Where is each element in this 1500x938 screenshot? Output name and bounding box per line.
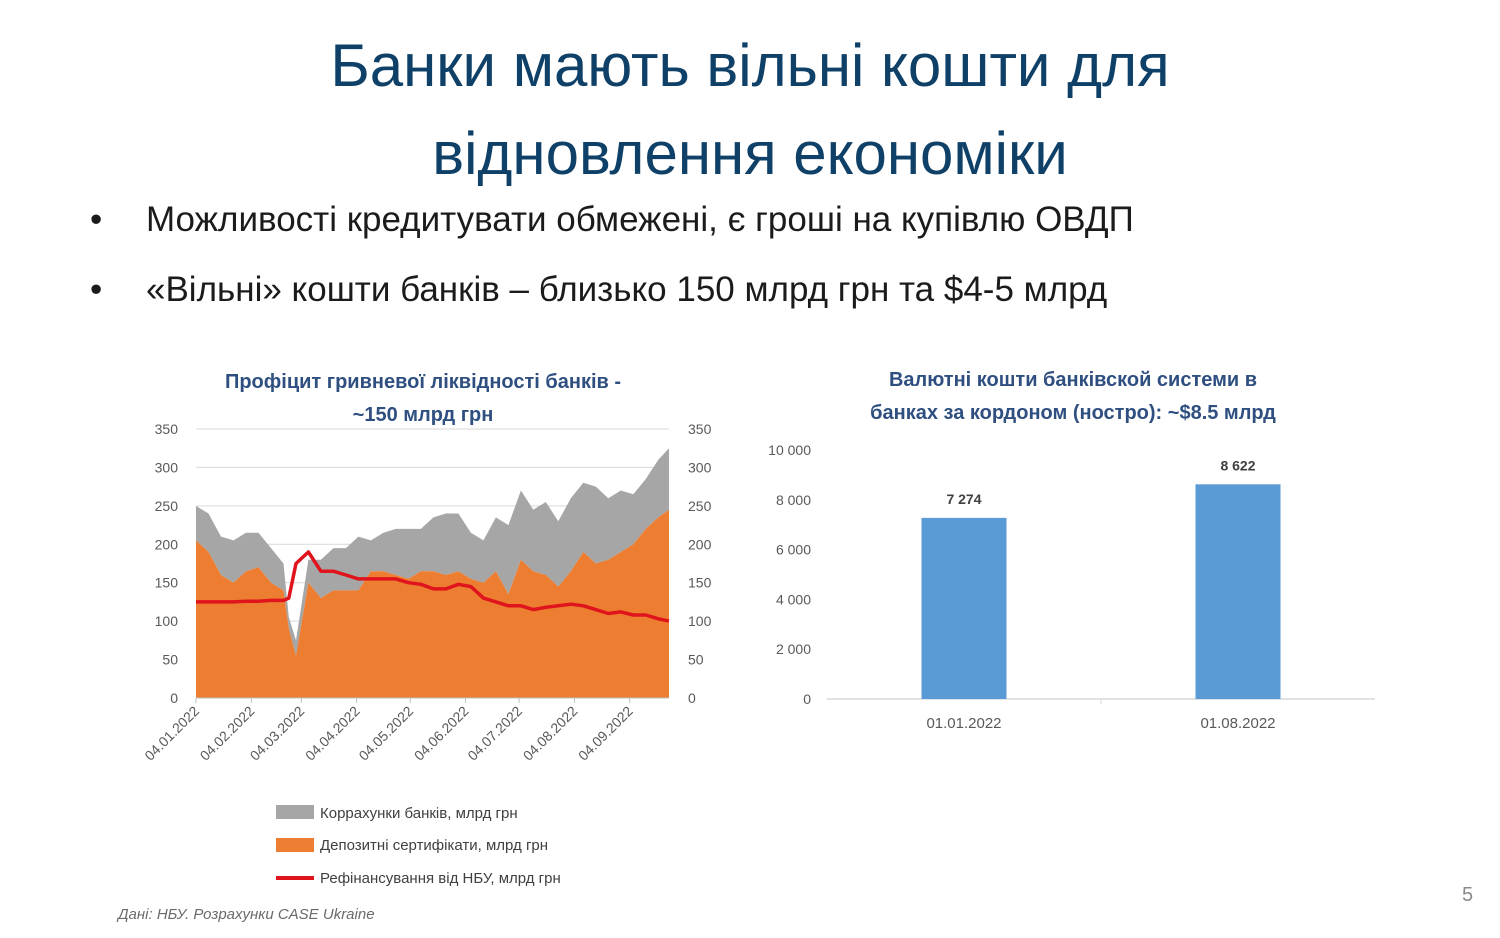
y-tick-label: 8 000 <box>776 492 811 508</box>
series-area-deposit-certificates <box>196 509 669 698</box>
y-tick-label-right: 300 <box>688 459 712 475</box>
legend-swatch-korrakhunky <box>276 805 314 819</box>
bullet-dot-icon: • <box>90 270 103 309</box>
y-tick-label-left: 150 <box>155 575 179 591</box>
liquidity-plot-area <box>196 448 670 698</box>
y-tick-label: 2 000 <box>776 641 811 657</box>
y-tick-label-left: 250 <box>155 498 179 514</box>
bullet-text: «Вільні» кошти банків – близько 150 млрд… <box>146 270 1108 309</box>
legend-label-refinancing: Рефінансування від НБУ, млрд грн <box>320 870 561 887</box>
y-tick-label: 10 000 <box>768 442 811 458</box>
nostro-plot-area: 0 2 000 4 000 6 000 8 000 10 000 7 274 01.01.20… <box>768 442 1375 732</box>
legend-swatch-deposit-certificates <box>276 838 314 852</box>
y-tick-label-right: 0 <box>688 690 696 706</box>
y-tick-label-right: 100 <box>688 613 712 629</box>
series-line-refinancing <box>196 550 670 623</box>
legend-label-deposit-certificates: Депозитні сертифікати, млрд грн <box>320 837 548 854</box>
x-tick-label: 04.01.2022 <box>141 703 202 764</box>
y-tick-label-right: 150 <box>688 575 712 591</box>
y-tick-label-right: 200 <box>688 536 712 552</box>
nostro-chart-title-line-2: банках за кордоном (ностро): ~$8.5 млрд <box>870 402 1276 424</box>
y-tick-label: 4 000 <box>776 591 811 607</box>
source-note: Дані: НБУ. Розрахунки CASE Ukraine <box>118 906 375 923</box>
slide-title-line-2: відновлення економіки <box>432 120 1068 187</box>
slide-title-line-1: Банки мають вільні кошти для <box>330 32 1170 99</box>
liquidity-chart: Профіцит гривневої ліквідності банків - … <box>141 371 712 887</box>
nostro-bar-chart: Валютні кошти банківской системи в банка… <box>768 369 1375 732</box>
y-tick-label-left: 0 <box>170 690 178 706</box>
x-category-label: 01.08.2022 <box>1200 715 1275 732</box>
y-tick-label: 6 000 <box>776 542 811 558</box>
bullet-list: • Можливості кредитувати обмежені, є грош… <box>90 200 1470 340</box>
bar-value-label: 8 622 <box>1220 457 1255 473</box>
y-tick-label-right: 350 <box>688 421 712 437</box>
liquidity-chart-title-line-1: Профіцит гривневої ліквідності банків - <box>225 371 621 393</box>
bar <box>1195 484 1281 699</box>
x-category-label: 01.01.2022 <box>926 715 1001 732</box>
x-tick-label: 04.07.2022 <box>464 703 525 764</box>
y-tick-label: 0 <box>803 691 811 707</box>
series-area-korrakhunky <box>196 448 669 656</box>
y-tick-label-left: 350 <box>155 421 179 437</box>
nostro-chart-title-line-1: Валютні кошти банківской системи в <box>889 369 1257 391</box>
bullet-text: Можливості кредитувати обмежені, є гроші… <box>146 200 1134 239</box>
y-tick-label-left: 200 <box>155 536 179 552</box>
liquidity-legend: Коррахунки банків, млрд грн Депозитні се… <box>276 805 561 887</box>
legend-label-korrakhunky: Коррахунки банків, млрд грн <box>320 805 518 822</box>
bullet-item: • Можливості кредитувати обмежені, є грош… <box>90 200 1470 240</box>
x-tick-label: 04.05.2022 <box>355 703 416 764</box>
bullet-dot-icon: • <box>90 200 103 239</box>
y-tick-label-right: 50 <box>688 652 704 668</box>
x-tick-label: 04.06.2022 <box>411 703 472 764</box>
bar-value-label: 7 274 <box>946 491 981 507</box>
x-tick-label: 04.08.2022 <box>520 703 581 764</box>
y-tick-label-right: 250 <box>688 498 712 514</box>
y-tick-label-left: 50 <box>162 652 178 668</box>
bar <box>921 517 1007 699</box>
slide-title: Банки мають вільні кошти для відновлення… <box>0 22 1500 198</box>
x-tick-label: 04.09.2022 <box>575 703 636 764</box>
x-tick-label: 04.04.2022 <box>302 703 363 764</box>
y-tick-label-left: 100 <box>155 613 179 629</box>
x-tick-label: 04.03.2022 <box>247 703 308 764</box>
liquidity-chart-title-line-2: ~150 млрд грн <box>353 404 494 426</box>
bullet-item: • «Вільні» кошти банків – близько 150 млр… <box>90 270 1470 310</box>
page-number: 5 <box>1462 884 1474 906</box>
y-tick-label-left: 300 <box>155 459 179 475</box>
